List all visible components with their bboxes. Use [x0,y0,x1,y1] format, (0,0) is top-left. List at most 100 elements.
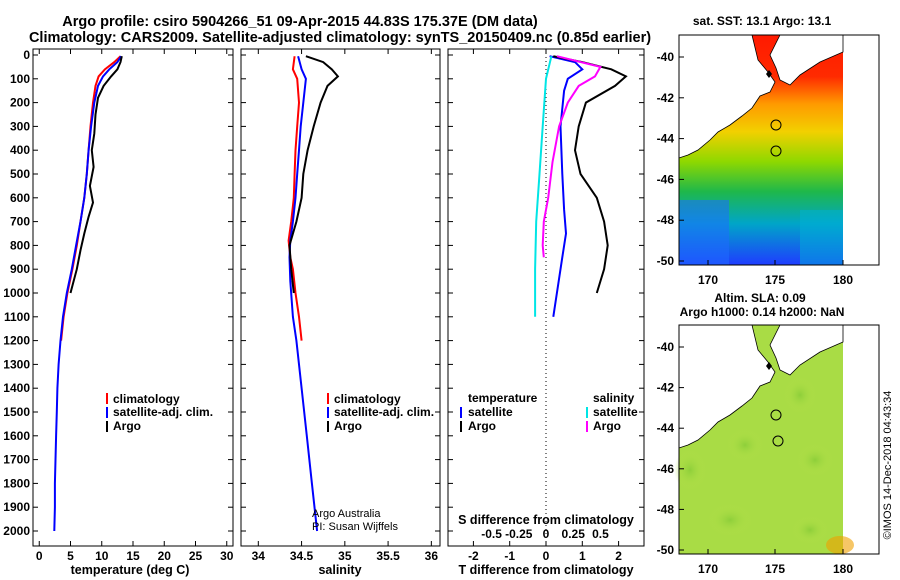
y-tick-label: 800 [10,238,30,252]
sla-marker-icon [766,362,772,370]
sla-land-south-island [678,324,776,449]
map-y-tick-label: -44 [657,421,675,435]
temperature-panel-frame [32,48,234,547]
x-tick-label: 2 [615,549,622,563]
series-line-argo [288,55,340,294]
temperature-legend: climatology satellite-adj. clim. Argo [106,392,213,433]
x-tick-label: 0 [36,549,43,563]
sla-map [674,324,880,555]
x-tick-label: 25 [189,549,203,563]
map-x-tick-label: 170 [698,562,718,576]
x-tick-label: 20 [158,549,172,563]
legend-label-s-argo: Argo [593,419,621,433]
map-y-tick-label: -48 [657,502,675,516]
y-tick-label: 0 [23,48,30,62]
sla-high-patch [826,536,854,554]
sst-marker-icon [766,70,772,78]
y-tick-label: 1300 [3,357,30,371]
sst-map-title: sat. SST: 13.1 Argo: 13.1 [693,14,832,28]
sla-blob [727,429,763,461]
y-tick-label: 1100 [4,310,30,324]
sst-map-frame [678,34,880,266]
map-y-tick-label: -40 [657,50,675,64]
top-x-tick-label: 0.5 [592,527,609,541]
legend-title-salinity: salinity [593,391,635,405]
series-line-s-satellite [534,55,553,317]
map-y-tick-label: -48 [657,213,675,227]
map-y-tick-label: -44 [657,132,675,146]
y-tick-label: 1700 [3,453,30,467]
legend-title-temperature: temperature [468,391,538,405]
map-y-tick-label: -42 [657,91,675,105]
y-tick-label: 1400 [3,381,30,395]
sst-bathy-ring-a [770,119,782,131]
legend-label-argo: Argo [113,419,141,433]
top-x-tick-label: 0.25 [562,527,586,541]
sla-map-title-line2: Argo h1000: 0.14 h2000: NaN [680,305,845,319]
legend-label-climatology: climatology [334,392,401,406]
legend-label-s-satellite: satellite [593,405,638,419]
map-y-tick-label: -50 [657,254,675,268]
figure-title-line2: Climatology: CARS2009. Satellite-adjuste… [29,30,651,46]
map-y-tick-label: -46 [657,462,675,476]
difference-legend: temperature satellite Argo salinity sate… [460,391,638,433]
legend-label-climatology: climatology [113,392,180,406]
y-tick-label: 300 [10,119,30,133]
x-tick-label: -1 [504,549,515,563]
series-line-climatology [60,55,122,341]
y-tick-label: 2000 [3,524,30,538]
x-tick-label: 10 [95,549,109,563]
x-tick-label: 15 [126,549,140,563]
legend-label-t-argo: Argo [468,419,496,433]
sla-blob [792,516,828,544]
series-line-t-satellite [549,55,584,317]
sla-map-frame [678,324,880,555]
x-tick-label: 35.5 [376,549,400,563]
sla-blob [797,444,833,476]
y-tick-label: 700 [10,215,30,229]
sst-land-north-island [769,34,844,86]
map-y-tick-label: -46 [657,172,675,186]
figure-title-line1: Argo profile: csiro 5904266_51 09-Apr-20… [62,14,538,30]
series-line-argo [69,55,123,294]
y-tick-label: 1000 [3,286,30,300]
y-tick-label: 500 [10,167,30,181]
series-line-satellite-adj-clim- [288,55,319,532]
series-line-satellite-adj-clim- [53,55,122,532]
map-x-tick-label: 180 [833,562,853,576]
sst-cold-patch [679,200,729,265]
x-tick-label: 1 [579,549,586,563]
salinity-legend: climatology satellite-adj. clim. Argo [327,392,434,433]
legend-label-argo: Argo [334,419,362,433]
series-line-s-argo [541,55,602,258]
map-y-tick-label: -42 [657,381,675,395]
y-tick-label: 400 [10,143,30,157]
sla-bathy-ring-a [770,409,782,421]
map-y-tick-label: -40 [657,340,675,354]
difference-xlabel: T difference from climatology [458,563,633,577]
x-tick-label: 34.5 [290,549,314,563]
x-tick-label: 35 [338,549,352,563]
timestamp: ©IMOS 14-Dec-2018 04:43:34 [882,391,894,540]
sla-blob [784,377,816,413]
series-line-climatology [287,56,303,341]
map-x-tick-label: 180 [833,273,853,287]
legend-label-t-satellite: satellite [468,405,513,419]
map-x-tick-label: 175 [765,273,785,287]
y-tick-label: 1800 [3,476,30,490]
sst-map [678,34,880,266]
salinity-xlabel: salinity [318,563,361,577]
series-line-t-argo [553,55,628,294]
sst-cool-patch [800,210,843,265]
map-x-tick-label: 175 [765,562,785,576]
sla-map-title-line1: Altim. SLA: 0.09 [714,291,806,305]
y-tick-label: 1900 [3,500,30,514]
y-tick-label: 900 [10,262,30,276]
difference-top-xlabel: S difference from climatology [458,513,634,527]
salinity-panel-frame [240,48,441,547]
credit-text: Argo Australia [312,508,381,520]
map-y-tick-label: -50 [657,543,675,557]
x-tick-label: 34 [252,549,266,563]
legend-label-satellite: satellite-adj. clim. [334,405,434,419]
y-tick-label: 1200 [3,334,30,348]
